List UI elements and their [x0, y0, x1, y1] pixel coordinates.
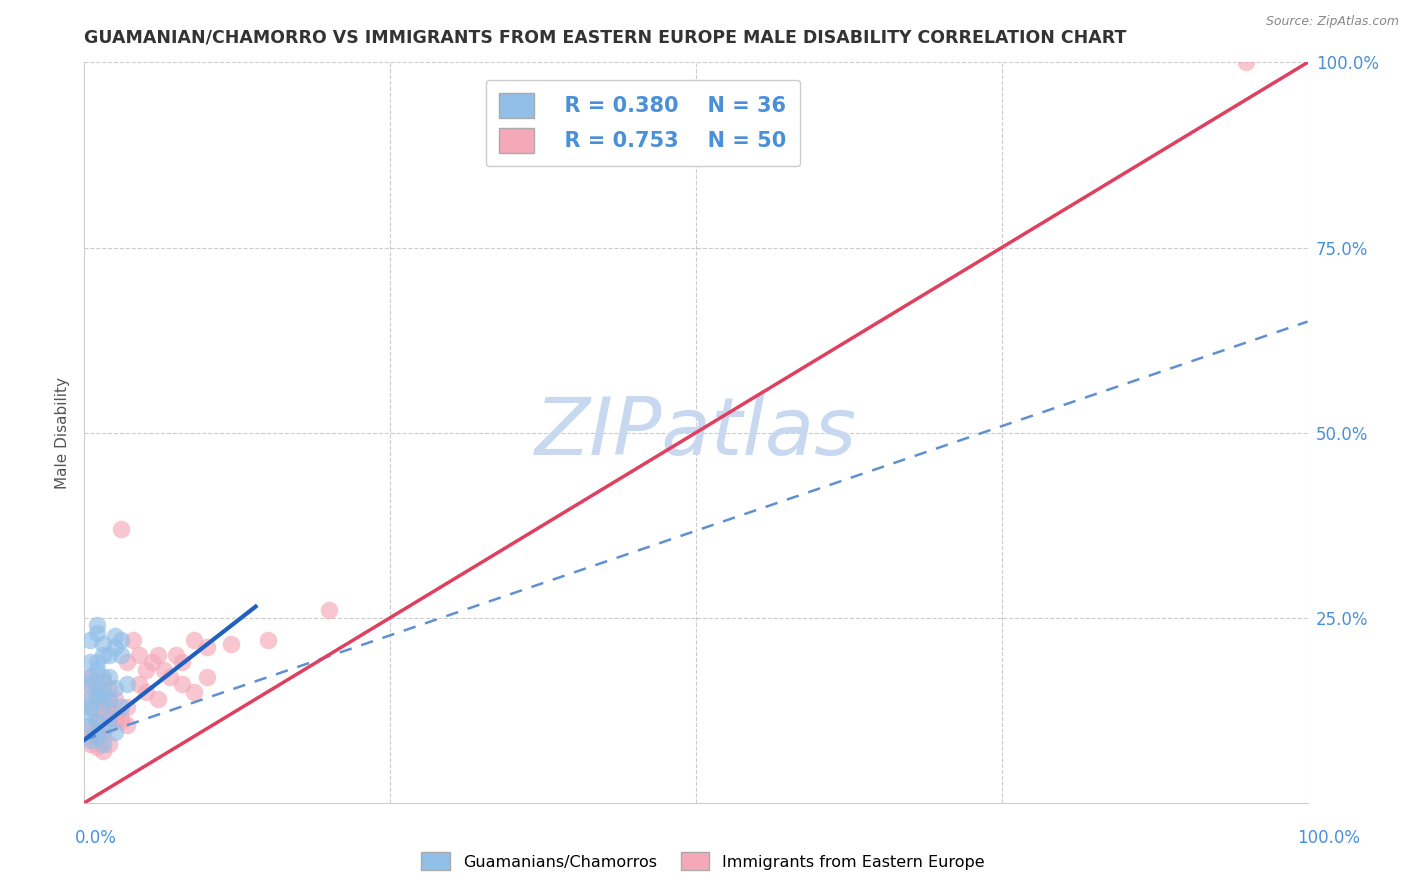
Point	[172, 655, 194, 669]
Point	[86, 677, 108, 691]
Point	[183, 685, 205, 699]
Point	[97, 737, 120, 751]
Point	[122, 632, 145, 647]
Legend:   R = 0.380    N = 36,   R = 0.753    N = 50: R = 0.380 N = 36, R = 0.753 N = 50	[485, 79, 800, 167]
Point	[104, 681, 127, 695]
Point	[79, 706, 101, 721]
Point	[195, 640, 218, 655]
Point	[86, 618, 108, 632]
Point	[91, 722, 114, 736]
Point	[91, 648, 114, 662]
Point	[97, 718, 120, 732]
Point	[159, 670, 181, 684]
Point	[91, 685, 114, 699]
Point	[104, 725, 127, 739]
Point	[79, 732, 101, 747]
Point	[110, 711, 132, 725]
Point	[91, 673, 114, 688]
Point	[86, 725, 108, 739]
Point	[128, 648, 150, 662]
Point	[97, 681, 120, 695]
Point	[257, 632, 280, 647]
Point	[172, 677, 194, 691]
Point	[135, 663, 157, 677]
Point	[1236, 55, 1258, 70]
Point	[104, 640, 127, 655]
Point	[86, 625, 108, 640]
Point	[79, 737, 101, 751]
Point	[135, 685, 157, 699]
Point	[115, 699, 138, 714]
Text: 0.0%: 0.0%	[75, 829, 117, 847]
Point	[86, 681, 108, 695]
Point	[79, 670, 101, 684]
Point	[104, 706, 127, 721]
Point	[79, 729, 101, 743]
Point	[153, 663, 176, 677]
Text: ZIPatlas: ZIPatlas	[534, 393, 858, 472]
Point	[86, 663, 108, 677]
Point	[79, 655, 101, 669]
Point	[79, 670, 101, 684]
Point	[110, 699, 132, 714]
Point	[91, 670, 114, 684]
Point	[97, 648, 120, 662]
Point	[104, 629, 127, 643]
Point	[183, 632, 205, 647]
Point	[79, 692, 101, 706]
Point	[110, 714, 132, 729]
Point	[97, 711, 120, 725]
Point	[86, 689, 108, 703]
Point	[79, 677, 101, 691]
Text: Source: ZipAtlas.com: Source: ZipAtlas.com	[1265, 15, 1399, 28]
Text: GUAMANIAN/CHAMORRO VS IMMIGRANTS FROM EASTERN EUROPE MALE DISABILITY CORRELATION: GUAMANIAN/CHAMORRO VS IMMIGRANTS FROM EA…	[84, 29, 1126, 47]
Point	[86, 692, 108, 706]
Point	[97, 670, 120, 684]
Point	[91, 729, 114, 743]
Point	[146, 648, 169, 662]
Point	[97, 692, 120, 706]
Point	[86, 714, 108, 729]
Point	[79, 699, 101, 714]
Point	[91, 703, 114, 717]
Point	[91, 737, 114, 751]
Point	[110, 648, 132, 662]
Point	[86, 655, 108, 669]
Point	[104, 692, 127, 706]
Point	[79, 718, 101, 732]
Point	[79, 722, 101, 736]
Point	[110, 522, 132, 536]
Point	[79, 699, 101, 714]
Point	[318, 603, 340, 617]
Point	[86, 729, 108, 743]
Point	[91, 637, 114, 651]
Point	[128, 677, 150, 691]
Point	[195, 670, 218, 684]
Point	[91, 706, 114, 721]
Legend: Guamanians/Chamorros, Immigrants from Eastern Europe: Guamanians/Chamorros, Immigrants from Ea…	[415, 846, 991, 877]
Point	[91, 744, 114, 758]
Text: 100.0%: 100.0%	[1298, 829, 1360, 847]
Point	[110, 632, 132, 647]
Point	[86, 714, 108, 729]
Point	[219, 637, 242, 651]
Point	[115, 718, 138, 732]
Point	[115, 677, 138, 691]
Point	[86, 740, 108, 755]
Point	[79, 685, 101, 699]
Point	[146, 692, 169, 706]
Point	[79, 632, 101, 647]
Point	[97, 696, 120, 710]
Point	[104, 711, 127, 725]
Point	[115, 655, 138, 669]
Point	[141, 655, 163, 669]
Y-axis label: Male Disability: Male Disability	[55, 376, 70, 489]
Point	[165, 648, 187, 662]
Point	[91, 696, 114, 710]
